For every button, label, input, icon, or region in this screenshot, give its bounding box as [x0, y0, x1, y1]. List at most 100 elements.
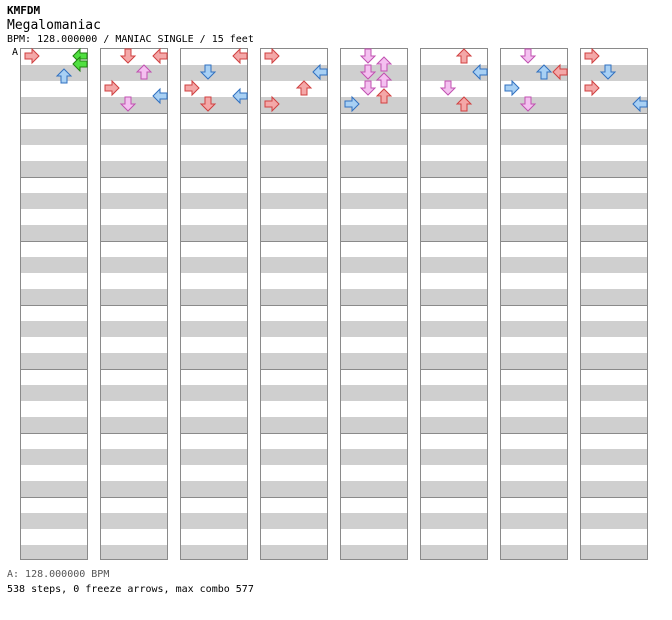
- measure-line: [101, 433, 167, 434]
- beat-stripe: [421, 225, 487, 241]
- measure-line: [421, 113, 487, 114]
- beat-stripe: [341, 513, 407, 529]
- beat-stripe: [181, 321, 247, 337]
- measure-line: [421, 241, 487, 242]
- beat-stripe: [21, 353, 87, 369]
- beat-stripe: [261, 65, 327, 81]
- beat-stripe: [581, 289, 647, 305]
- beat-stripe: [421, 353, 487, 369]
- beat-stripe: [101, 481, 167, 497]
- measure-line: [101, 113, 167, 114]
- song-title: Megalomaniac: [7, 18, 101, 33]
- measure-line: [21, 177, 87, 178]
- measure-line: [581, 497, 647, 498]
- beat-stripe: [341, 65, 407, 81]
- measure-line: [501, 369, 567, 370]
- measure-line: [581, 241, 647, 242]
- beat-stripe: [421, 257, 487, 273]
- beat-stripe: [181, 545, 247, 559]
- chart-column: [420, 48, 488, 560]
- measure-line: [261, 369, 327, 370]
- measure-line: [21, 497, 87, 498]
- measure-line: [421, 433, 487, 434]
- artist-name: KMFDM: [7, 4, 41, 17]
- beat-stripe: [21, 449, 87, 465]
- chart-info: BPM: 128.000000 / MANIAC SINGLE / 15 fee…: [7, 34, 254, 45]
- beat-stripe: [21, 417, 87, 433]
- beat-stripe: [181, 225, 247, 241]
- measure-line: [581, 305, 647, 306]
- beat-stripe: [581, 449, 647, 465]
- beat-stripe: [581, 513, 647, 529]
- beat-stripe: [261, 481, 327, 497]
- beat-stripe: [261, 353, 327, 369]
- beat-stripe: [261, 385, 327, 401]
- beat-stripe: [581, 97, 647, 113]
- measure-line: [341, 497, 407, 498]
- beat-stripe: [21, 321, 87, 337]
- beat-stripe: [261, 321, 327, 337]
- beat-stripe: [501, 129, 567, 145]
- beat-stripe: [341, 289, 407, 305]
- beat-stripe: [341, 481, 407, 497]
- beat-stripe: [21, 193, 87, 209]
- beat-stripe: [101, 225, 167, 241]
- beat-stripe: [21, 65, 87, 81]
- measure-line: [101, 241, 167, 242]
- beat-stripe: [421, 97, 487, 113]
- beat-stripe: [501, 481, 567, 497]
- beat-stripe: [101, 257, 167, 273]
- beat-stripe: [581, 161, 647, 177]
- beat-stripe: [501, 65, 567, 81]
- beat-stripe: [341, 161, 407, 177]
- beat-stripe: [261, 289, 327, 305]
- beat-stripe: [181, 513, 247, 529]
- beat-stripe: [21, 129, 87, 145]
- measure-line: [581, 177, 647, 178]
- beat-stripe: [181, 129, 247, 145]
- beat-stripe: [501, 417, 567, 433]
- beat-stripe: [181, 417, 247, 433]
- beat-stripe: [421, 545, 487, 559]
- beat-stripe: [581, 385, 647, 401]
- beat-stripe: [341, 97, 407, 113]
- measure-line: [101, 369, 167, 370]
- measure-line: [261, 113, 327, 114]
- beat-stripe: [261, 545, 327, 559]
- beat-stripe: [21, 161, 87, 177]
- step-stats: 538 steps, 0 freeze arrows, max combo 57…: [7, 584, 254, 595]
- beat-stripe: [261, 257, 327, 273]
- beat-stripe: [501, 385, 567, 401]
- measure-line: [261, 433, 327, 434]
- beat-stripe: [181, 481, 247, 497]
- beat-stripe: [421, 481, 487, 497]
- beat-stripe: [341, 129, 407, 145]
- beat-stripe: [101, 97, 167, 113]
- chart-column: [500, 48, 568, 560]
- measure-line: [341, 241, 407, 242]
- measure-line: [501, 177, 567, 178]
- measure-line: [21, 305, 87, 306]
- beat-stripe: [341, 321, 407, 337]
- beat-stripe: [21, 289, 87, 305]
- beat-stripe: [421, 161, 487, 177]
- measure-line: [341, 113, 407, 114]
- beat-stripe: [421, 129, 487, 145]
- beat-stripe: [341, 257, 407, 273]
- measure-line: [421, 369, 487, 370]
- beat-stripe: [341, 385, 407, 401]
- measure-line: [341, 177, 407, 178]
- measure-line: [501, 241, 567, 242]
- beat-stripe: [261, 161, 327, 177]
- beat-stripe: [341, 449, 407, 465]
- measure-line: [261, 241, 327, 242]
- beat-stripe: [101, 321, 167, 337]
- beat-stripe: [501, 449, 567, 465]
- beat-stripe: [101, 545, 167, 559]
- measure-line: [181, 113, 247, 114]
- measure-line: [181, 241, 247, 242]
- beat-stripe: [421, 513, 487, 529]
- chart-column: [340, 48, 408, 560]
- measure-line: [341, 369, 407, 370]
- beat-stripe: [261, 513, 327, 529]
